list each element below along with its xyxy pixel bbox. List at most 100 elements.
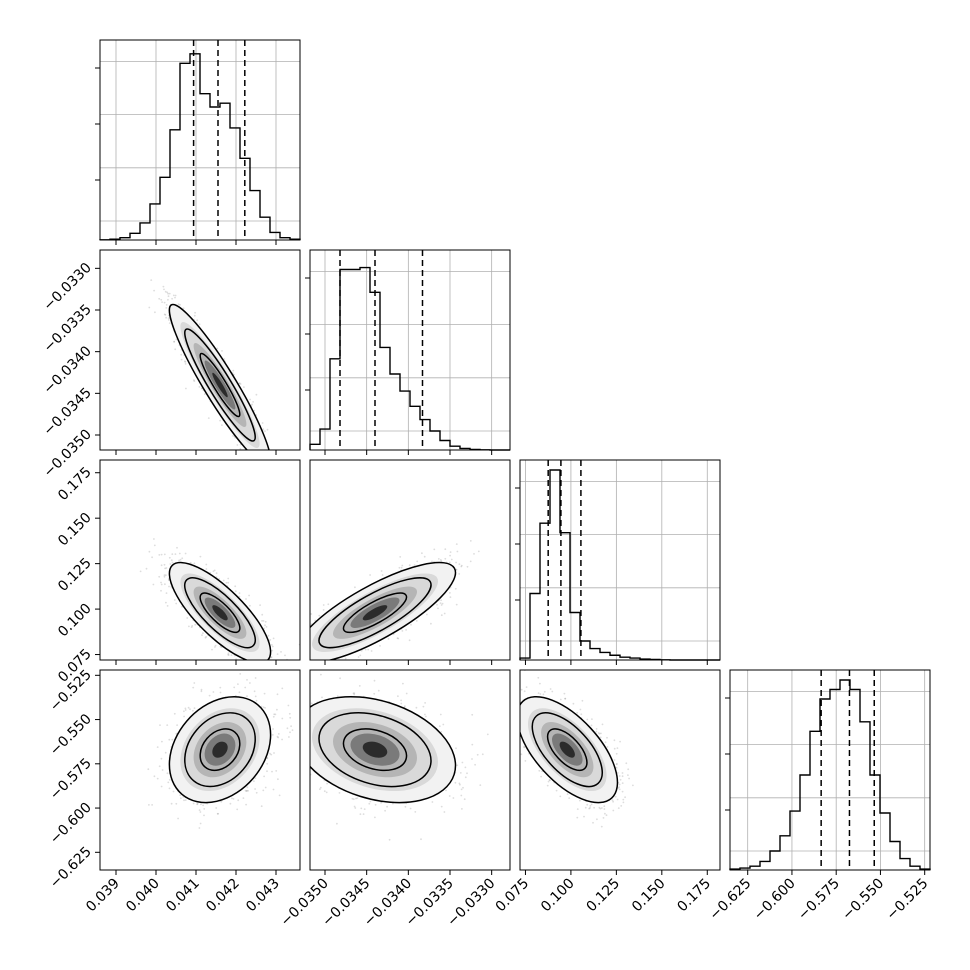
scatter-point: [443, 612, 446, 615]
scatter-point: [264, 662, 266, 664]
scatter-point: [253, 409, 256, 412]
scatter-point: [272, 637, 275, 640]
scatter-point: [193, 562, 196, 565]
scatter-point: [344, 657, 347, 660]
scatter-point: [174, 296, 176, 299]
scatter-point: [171, 561, 174, 564]
scatter-point: [239, 383, 242, 385]
scatter-point: [257, 454, 259, 456]
scatter-point: [232, 435, 234, 437]
scatter-point: [205, 563, 208, 566]
scatter-point: [167, 295, 170, 298]
scatter-point: [408, 564, 411, 567]
scatter-point: [259, 470, 261, 472]
hist-steps-0: [99, 53, 301, 241]
scatter-point: [250, 452, 252, 454]
scatter-point: [178, 559, 181, 562]
scatter-point: [167, 292, 170, 295]
scatter-point: [249, 604, 251, 607]
scatter-point: [139, 570, 142, 573]
scatter-point: [174, 294, 177, 297]
scatter-point: [165, 601, 167, 604]
scatter-point: [198, 323, 201, 326]
scatter-point: [177, 303, 180, 306]
scatter-point: [251, 455, 253, 457]
scatter-point: [303, 629, 305, 631]
scatter-point: [282, 479, 284, 481]
scatter-point: [270, 470, 272, 472]
scatter-point: [285, 465, 287, 467]
scatter-point: [230, 654, 233, 657]
scatter-point: [181, 557, 184, 560]
scatter-point: [150, 279, 153, 281]
scatter-point: [164, 567, 167, 570]
scatter-point: [433, 548, 436, 551]
scatter-point: [184, 360, 186, 363]
contour-2: [199, 592, 241, 634]
scatter-point: [248, 594, 251, 597]
scatter-point: [268, 463, 270, 465]
scatter-point: [166, 291, 169, 294]
scatter-point: [264, 663, 266, 665]
scatter-point: [276, 668, 278, 670]
scatter-point: [171, 297, 174, 300]
scatter-point: [238, 595, 241, 598]
scatter-point: [175, 602, 178, 605]
scatter-point: [255, 687, 257, 689]
scatter-point: [262, 620, 265, 622]
scatter-point: [294, 657, 296, 659]
scatter-point: [314, 666, 316, 668]
scatter-point: [194, 623, 197, 626]
scatter-point: [280, 484, 282, 486]
scatter-point: [413, 564, 416, 566]
scatter-point: [168, 322, 171, 324]
scatter-point: [400, 566, 403, 569]
scatter-point: [273, 463, 275, 465]
scatter-point: [180, 358, 183, 361]
hist-frame-1: [309, 249, 511, 451]
scatter-point: [168, 292, 171, 295]
scatter-point: [234, 585, 237, 588]
scatter-point: [164, 314, 167, 316]
scatter-point: [430, 622, 432, 625]
scatter-point: [161, 301, 164, 303]
scatter-point: [167, 319, 170, 321]
scatter-point: [207, 417, 210, 419]
scatter-point: [234, 668, 236, 670]
scatter-point: [259, 667, 261, 669]
scatter-point: [248, 460, 250, 462]
contour-0: [168, 303, 272, 450]
scatter-point: [268, 453, 270, 455]
scatter-point: [276, 663, 278, 665]
scatter-point: [165, 307, 168, 309]
scatter-point: [238, 382, 241, 384]
scatter-point: [448, 561, 451, 564]
scatter-point: [213, 569, 216, 572]
scatter-point: [302, 646, 304, 648]
scatter-point: [160, 583, 163, 586]
ytick-label-2-2: 0.125: [55, 555, 95, 595]
scatter-point: [169, 563, 172, 565]
scatter-point: [450, 558, 453, 561]
scatter-point: [269, 466, 271, 468]
scatter-point: [267, 662, 269, 664]
contour-0: [168, 561, 272, 660]
scatter-point: [249, 398, 252, 401]
scatter-point: [284, 654, 286, 657]
scatter-point: [421, 552, 423, 555]
scatter-point: [275, 673, 277, 675]
scatter-point: [286, 635, 288, 637]
scatter-point: [227, 654, 230, 656]
scatter-point: [444, 548, 447, 551]
scatter-point: [268, 457, 270, 459]
scatter-point: [271, 649, 274, 652]
scatter-point: [205, 568, 208, 570]
hist-steps-2: [519, 469, 720, 661]
scatter-point: [359, 654, 362, 657]
hist-panel-3: [725, 669, 931, 871]
scatter-point: [277, 465, 279, 467]
scatter-point: [184, 361, 187, 363]
scatter-point: [261, 662, 263, 664]
scatter-point: [258, 457, 260, 459]
